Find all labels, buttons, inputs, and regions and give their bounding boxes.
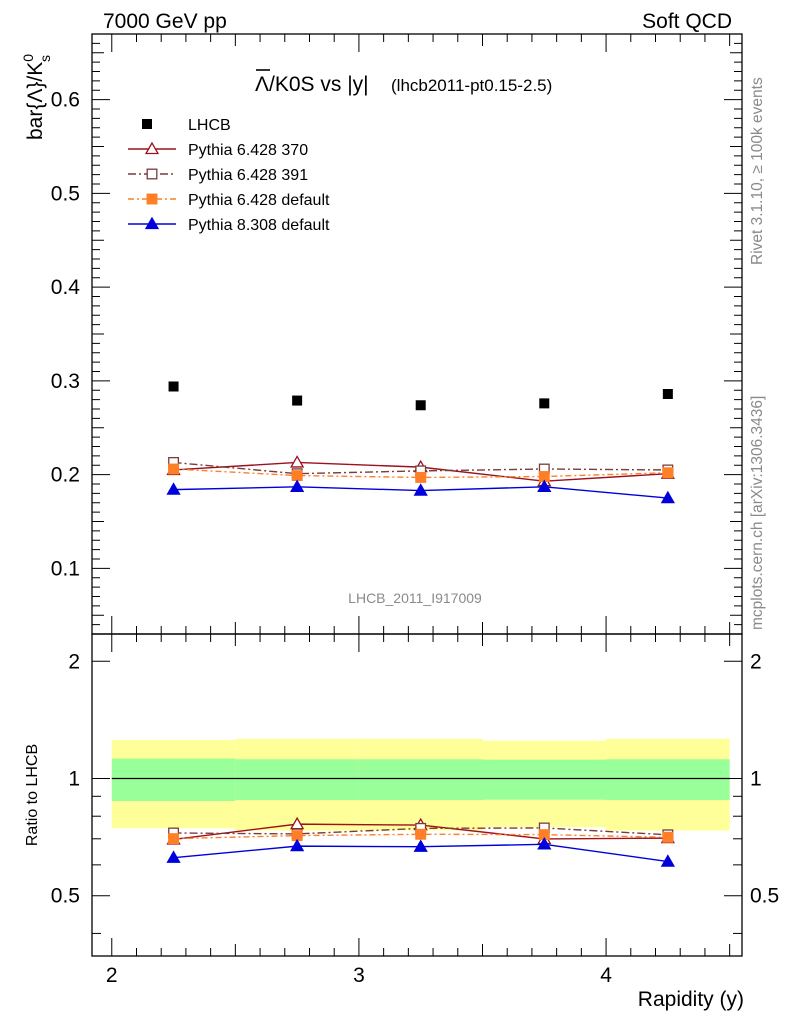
ratio-band-inner: [482, 759, 607, 800]
series-4-point: [290, 479, 305, 492]
header-left-label: 7000 GeV pp: [103, 10, 227, 33]
series-4-ratio-point: [660, 854, 675, 867]
title-subtitle: (lhcb2011-pt0.15-2.5): [391, 76, 552, 95]
legend-label-data: LHCB: [188, 117, 231, 134]
ratio-y-tick-label-right: 1: [750, 767, 762, 790]
ratio-y-tick-label: 0.5: [51, 885, 80, 908]
data-point: [168, 381, 179, 392]
series-3-ratio-point: [415, 828, 427, 840]
ratio-band-inner: [111, 758, 236, 802]
tick-labels: 2 3 4 0.1 0.2 0.3 0.4 0.5 0.6 0.5 0.5 1 1 2 2: [51, 89, 779, 987]
series-4-point: [660, 490, 675, 504]
y-tick-label: 0.5: [51, 182, 80, 205]
data-point: [292, 395, 303, 406]
ratio-y-tick-label-right: 2: [750, 650, 762, 673]
series-3-point: [168, 463, 180, 475]
series-4-ratio-point: [166, 850, 181, 863]
x-tick-label: 3: [353, 964, 365, 987]
y-tick-label: 0.1: [51, 557, 80, 580]
legend-marker-data: [142, 119, 152, 129]
ratio-y-tick-label: 2: [68, 650, 80, 673]
legend-label-series-4: Pythia 8.308 default: [188, 217, 330, 234]
series-3-ratio-point: [662, 831, 674, 843]
y-tick-label: 0.6: [51, 89, 80, 112]
ratio-band-inner: [606, 759, 730, 801]
y-tick-label: 0.2: [51, 464, 80, 487]
rivet-version-label: Rivet 3.1.10, ≥ 100k events: [749, 77, 766, 265]
y-axis-label-sup: 0: [20, 54, 36, 62]
legend: LHCB Pythia 6.428 370 Pythia 6.428 391 Pyth…: [128, 117, 330, 234]
ratio-y-tick-label: 1: [68, 767, 80, 790]
series-3-point: [415, 471, 427, 483]
svg-text:Λ/K0S vs |y|: Λ/K0S vs |y|: [255, 73, 369, 96]
analysis-label: LHCB_2011_I917009: [348, 590, 482, 606]
ratio-bands: [111, 738, 730, 831]
series-4-point: [413, 483, 428, 496]
series-4-point: [537, 479, 552, 492]
series-4-ratio-point: [413, 839, 428, 852]
legend-marker-series-2: [146, 168, 158, 180]
series-layer: [166, 381, 675, 867]
legend-marker-series-3: [146, 193, 158, 205]
y-axis-label: bar{Λ}/K0s: [20, 54, 53, 140]
ratio-band-inner: [235, 759, 359, 801]
y-axis-label-sub: s: [37, 55, 53, 62]
svg-text:bar{Λ}/K0s: bar{Λ}/K0s: [20, 54, 53, 140]
data-point: [539, 398, 550, 409]
title-rest: /K0S vs |y|: [269, 73, 369, 96]
y-tick-label: 0.4: [51, 276, 81, 299]
legend-marker-series-4: [144, 216, 160, 230]
series-4-ratio-point: [537, 836, 552, 850]
legend-label-series-2: Pythia 6.428 391: [188, 167, 308, 184]
y-axis-label-text: bar{Λ}/K: [24, 62, 47, 140]
axis-ticks: [92, 34, 742, 956]
ratio-y-tick-label-right: 0.5: [750, 885, 779, 908]
series-3-point: [291, 470, 303, 482]
series-3-ratio-point: [168, 833, 180, 845]
data-point: [415, 400, 426, 411]
series-4-point: [166, 482, 181, 495]
legend-label-series-1: Pythia 6.428 370: [188, 142, 308, 159]
x-axis-label: Rapidity (y): [638, 988, 744, 1011]
series-4-ratio-point: [290, 838, 305, 852]
mcplots-label: mcplots.cern.ch [arXiv:1306.3436]: [749, 396, 766, 630]
legend-marker-series-1: [144, 141, 160, 155]
ratio-band-inner: [358, 759, 483, 801]
header-right-label: Soft QCD: [642, 10, 732, 33]
ratio-plot-frame: [91, 633, 743, 957]
data-point: [662, 389, 673, 399]
series-1-point: [290, 455, 305, 468]
y-tick-label: 0.3: [51, 370, 80, 393]
series-3-point: [662, 467, 674, 479]
x-tick-label: 2: [106, 964, 118, 987]
legend-label-series-3: Pythia 6.428 default: [188, 192, 330, 209]
plot-title: Λ/K0S vs |y| (lhcb2011-pt0.15-2.5): [255, 69, 552, 96]
x-tick-label: 4: [600, 964, 612, 987]
title-lambda: Λ: [255, 73, 269, 96]
ratio-y-axis-label: Ratio to LHCB: [24, 744, 41, 846]
